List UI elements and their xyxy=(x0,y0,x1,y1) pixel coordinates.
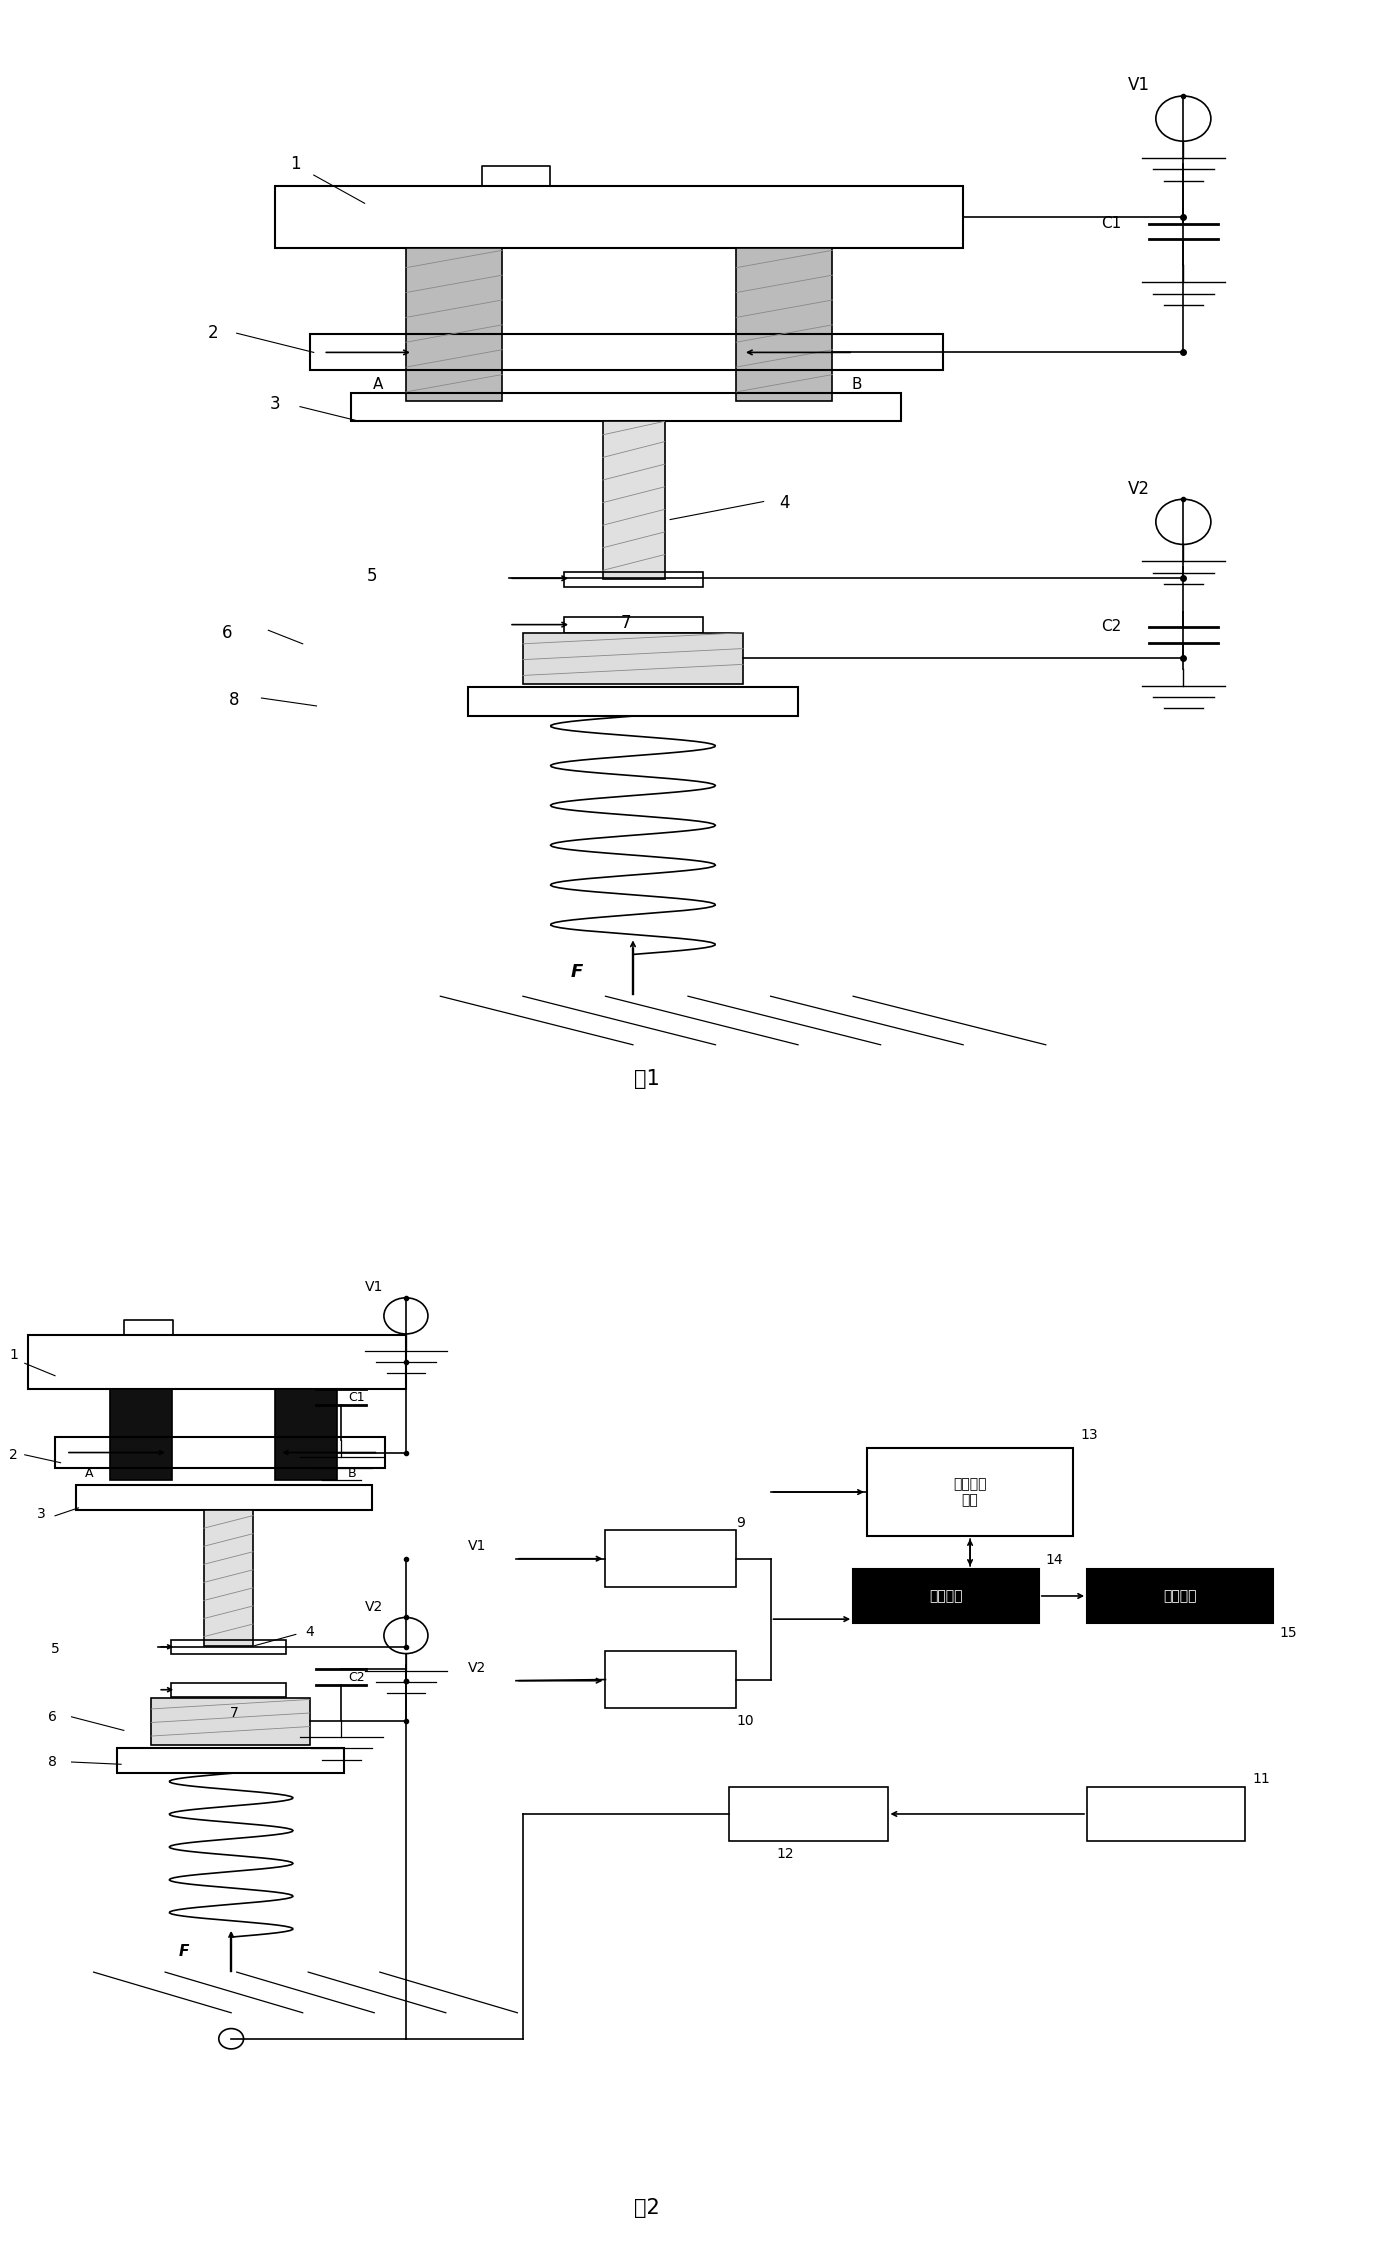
Bar xyxy=(603,420,665,581)
Text: 5: 5 xyxy=(51,1642,59,1656)
Text: 3: 3 xyxy=(37,1507,45,1520)
Bar xyxy=(171,1683,286,1697)
Text: V2: V2 xyxy=(365,1599,383,1613)
Text: C1: C1 xyxy=(1101,217,1121,230)
Text: V2: V2 xyxy=(468,1660,486,1674)
Bar xyxy=(564,617,703,633)
Text: 2: 2 xyxy=(10,1448,18,1462)
Bar xyxy=(736,248,832,400)
Text: B: B xyxy=(852,377,863,391)
Text: C2: C2 xyxy=(1101,619,1121,635)
Bar xyxy=(76,1486,372,1509)
Text: A: A xyxy=(373,377,384,391)
Text: V1: V1 xyxy=(365,1281,383,1294)
Bar xyxy=(310,334,943,370)
Bar xyxy=(1087,1787,1245,1841)
Bar xyxy=(564,572,703,587)
Text: 显示输出: 显示输出 xyxy=(1163,1588,1197,1604)
Text: 6: 6 xyxy=(48,1710,56,1724)
Text: 7: 7 xyxy=(230,1706,238,1721)
Text: 9: 9 xyxy=(736,1516,744,1529)
Text: 2: 2 xyxy=(208,325,219,341)
Text: 4: 4 xyxy=(305,1624,314,1640)
Bar xyxy=(853,1570,1039,1622)
Bar xyxy=(28,1335,406,1389)
Bar xyxy=(1087,1570,1273,1622)
Bar xyxy=(729,1787,888,1841)
Text: 7: 7 xyxy=(621,614,632,633)
Text: 图1: 图1 xyxy=(634,1069,659,1089)
Text: 10: 10 xyxy=(736,1715,754,1728)
Text: 1: 1 xyxy=(290,156,301,172)
Bar xyxy=(110,1389,172,1480)
Bar xyxy=(171,1640,286,1654)
Bar xyxy=(867,1448,1073,1536)
Text: 数据处理: 数据处理 xyxy=(929,1588,963,1604)
Bar xyxy=(406,248,502,400)
Bar xyxy=(605,1651,736,1708)
Text: A: A xyxy=(85,1468,94,1480)
Text: V2: V2 xyxy=(1128,479,1150,497)
Bar xyxy=(468,687,798,716)
Bar xyxy=(151,1699,310,1744)
Text: 15: 15 xyxy=(1280,1626,1298,1640)
Text: 8: 8 xyxy=(228,691,239,709)
Text: C2: C2 xyxy=(348,1672,365,1683)
Text: V1: V1 xyxy=(1128,77,1150,95)
Text: 6: 6 xyxy=(222,623,233,642)
Bar xyxy=(55,1437,385,1468)
Text: 12: 12 xyxy=(776,1848,794,1861)
Text: C1: C1 xyxy=(348,1392,365,1403)
Text: F: F xyxy=(179,1945,190,1959)
Text: F: F xyxy=(571,962,583,980)
Text: 3: 3 xyxy=(270,395,281,413)
Bar xyxy=(117,1748,344,1773)
Text: 11: 11 xyxy=(1252,1773,1270,1787)
Text: 5: 5 xyxy=(366,567,377,585)
Bar xyxy=(351,393,901,420)
Text: B: B xyxy=(348,1468,356,1480)
Text: V1: V1 xyxy=(468,1538,486,1552)
Text: 数据输入
部分: 数据输入 部分 xyxy=(954,1477,987,1507)
Text: 14: 14 xyxy=(1046,1554,1064,1568)
Text: 8: 8 xyxy=(48,1755,56,1769)
Bar xyxy=(204,1509,253,1645)
Bar xyxy=(605,1532,736,1586)
Bar xyxy=(275,185,963,248)
Text: 4: 4 xyxy=(779,495,790,511)
Text: 13: 13 xyxy=(1080,1428,1098,1441)
Text: 1: 1 xyxy=(10,1349,18,1362)
Bar xyxy=(523,633,743,684)
Text: 图2: 图2 xyxy=(634,2198,659,2218)
Bar xyxy=(275,1389,337,1480)
